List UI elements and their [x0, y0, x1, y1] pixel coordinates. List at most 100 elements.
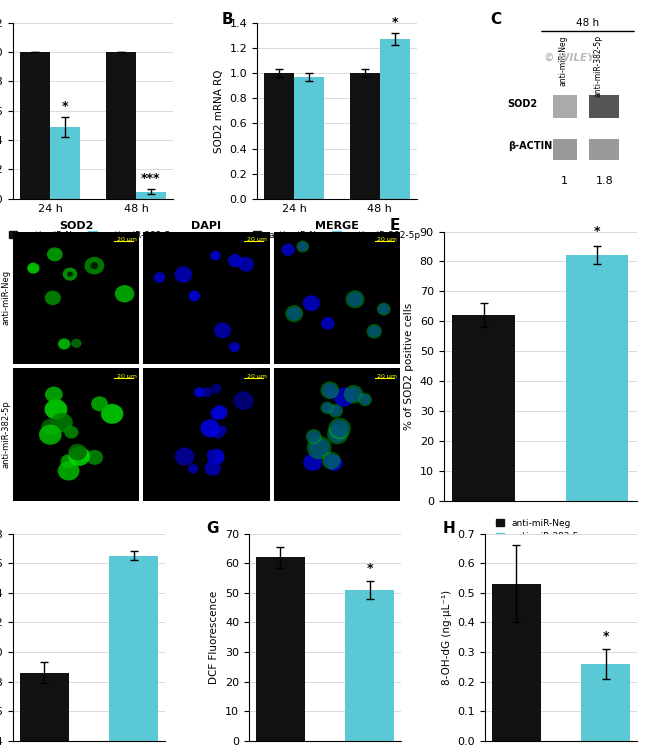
Ellipse shape [328, 417, 351, 439]
Ellipse shape [347, 292, 363, 307]
Ellipse shape [320, 381, 339, 399]
Title: MERGE: MERGE [315, 221, 359, 231]
Ellipse shape [68, 444, 87, 460]
Ellipse shape [45, 386, 62, 402]
Bar [264, 73, 294, 199]
Text: 20 μm: 20 μm [117, 237, 137, 242]
Ellipse shape [344, 385, 363, 404]
Ellipse shape [86, 450, 103, 465]
Ellipse shape [91, 396, 108, 411]
Text: 20 μm: 20 μm [378, 373, 397, 379]
Ellipse shape [205, 460, 221, 476]
Ellipse shape [304, 454, 322, 471]
Ellipse shape [306, 429, 322, 445]
Ellipse shape [307, 430, 320, 442]
Ellipse shape [188, 290, 200, 301]
Ellipse shape [39, 425, 62, 445]
Ellipse shape [281, 243, 294, 256]
Legend: anti-miR-Neg, anti-miR-382-5p: anti-miR-Neg, anti-miR-382-5p [250, 228, 424, 243]
Ellipse shape [194, 387, 205, 397]
Ellipse shape [326, 455, 343, 471]
Ellipse shape [58, 339, 70, 349]
Ellipse shape [330, 420, 349, 437]
Bar [256, 557, 305, 741]
Ellipse shape [76, 448, 91, 462]
Ellipse shape [207, 450, 217, 459]
Ellipse shape [211, 251, 220, 260]
Ellipse shape [238, 257, 254, 271]
Legend: anti-miR-Neg, anti-miR-382-5p: anti-miR-Neg, anti-miR-382-5p [493, 515, 588, 545]
Ellipse shape [42, 419, 60, 435]
Bar [380, 39, 410, 199]
Ellipse shape [68, 447, 90, 466]
Text: anti-miR-382-5p: anti-miR-382-5p [593, 35, 603, 97]
Text: H: H [442, 521, 455, 536]
Text: 1.8: 1.8 [595, 176, 613, 186]
Bar [590, 95, 619, 118]
Ellipse shape [228, 254, 242, 268]
Ellipse shape [320, 401, 334, 414]
Legend: anti-miR-Neg, anti-miR-382-5p: anti-miR-Neg, anti-miR-382-5p [6, 228, 181, 243]
Text: 48 h: 48 h [577, 18, 599, 28]
Text: *: * [62, 100, 68, 113]
Text: E: E [389, 218, 400, 233]
Ellipse shape [188, 464, 198, 473]
Text: © WILEY: © WILEY [543, 53, 594, 63]
Y-axis label: anti-miR-Neg: anti-miR-Neg [1, 271, 10, 325]
Ellipse shape [154, 272, 165, 283]
Ellipse shape [175, 448, 194, 466]
Bar [20, 52, 50, 199]
Title: SOD2: SOD2 [59, 221, 94, 231]
Text: 20 μm: 20 μm [117, 373, 137, 379]
Ellipse shape [333, 388, 354, 407]
Ellipse shape [62, 268, 77, 280]
Bar [20, 673, 69, 756]
Ellipse shape [330, 405, 342, 417]
Text: *: * [391, 16, 398, 29]
Ellipse shape [377, 302, 391, 316]
Ellipse shape [233, 392, 254, 410]
Text: 20 μm: 20 μm [378, 237, 397, 242]
Bar [294, 77, 324, 199]
Ellipse shape [359, 395, 370, 405]
Ellipse shape [296, 240, 309, 253]
Ellipse shape [202, 387, 213, 398]
Ellipse shape [326, 388, 337, 398]
Ellipse shape [207, 449, 225, 465]
Ellipse shape [27, 262, 40, 274]
Ellipse shape [213, 428, 224, 438]
Ellipse shape [324, 454, 339, 468]
Bar [552, 95, 577, 118]
Bar [590, 139, 619, 160]
Bar [345, 590, 394, 741]
Ellipse shape [58, 461, 79, 481]
Text: 1: 1 [562, 176, 568, 186]
Text: SOD2: SOD2 [508, 99, 538, 109]
Ellipse shape [322, 403, 333, 413]
Ellipse shape [212, 405, 227, 420]
Bar [581, 664, 630, 741]
Text: **: ** [127, 486, 140, 499]
Bar [566, 256, 628, 501]
Text: *: * [593, 225, 600, 238]
Ellipse shape [345, 290, 365, 308]
Ellipse shape [358, 393, 372, 407]
Ellipse shape [368, 325, 381, 337]
Ellipse shape [67, 271, 73, 277]
Ellipse shape [287, 307, 302, 321]
Text: G: G [206, 521, 219, 536]
Ellipse shape [211, 407, 224, 420]
Ellipse shape [322, 451, 341, 469]
Text: *: * [603, 630, 609, 643]
Text: C: C [490, 12, 501, 27]
Ellipse shape [309, 438, 330, 457]
Ellipse shape [229, 342, 240, 352]
Ellipse shape [115, 285, 135, 302]
Ellipse shape [84, 257, 104, 274]
Ellipse shape [47, 247, 62, 262]
Text: anti-miR-Neg: anti-miR-Neg [558, 35, 567, 85]
Ellipse shape [200, 419, 220, 437]
Bar [552, 139, 577, 160]
Ellipse shape [214, 323, 231, 338]
Y-axis label: anti-miR-382-5p: anti-miR-382-5p [1, 401, 10, 469]
